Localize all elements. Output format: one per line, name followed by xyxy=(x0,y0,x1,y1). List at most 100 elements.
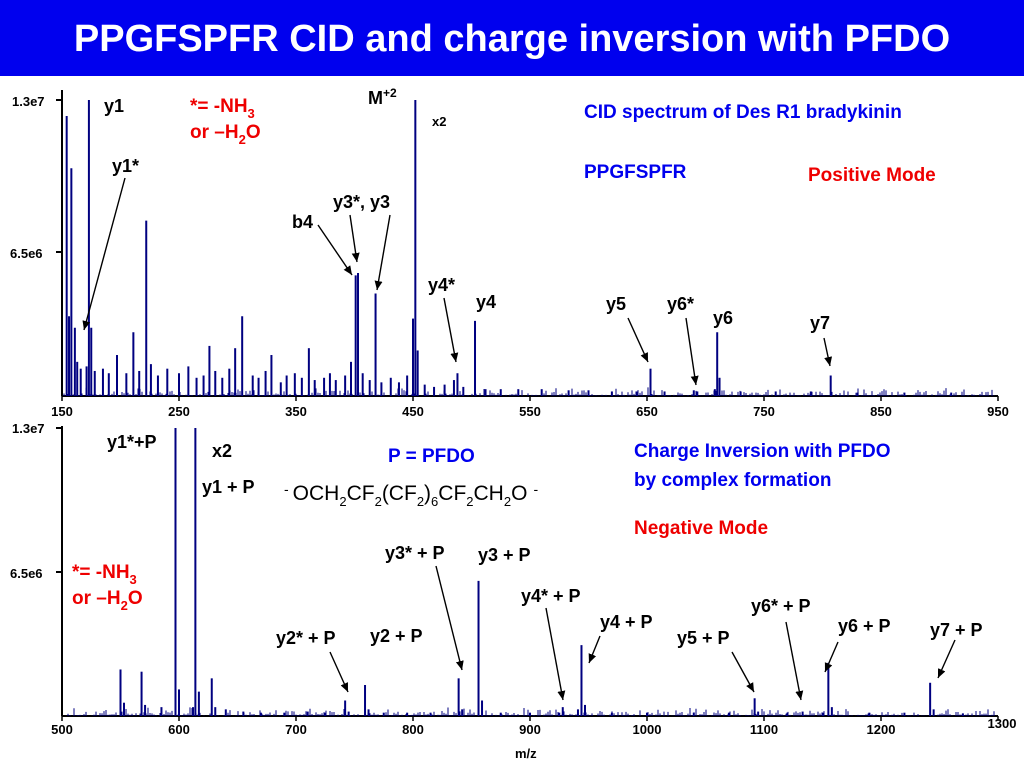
y2starP-arrow xyxy=(329,651,349,693)
peak-label-y3starP: y3* + P xyxy=(385,543,445,563)
y-tick-label: 1.3e7 xyxy=(12,94,45,109)
y-tick-label: 6.5e6 xyxy=(10,246,43,261)
x-tick-label: 1100 xyxy=(750,722,778,737)
peptide-sequence: PPGFSPFR xyxy=(584,162,687,183)
spectra-figure: 1.3e7 6.5e6 150 250 350 450 550 650 750 850 950 … xyxy=(10,86,1016,761)
inversion-header-line1: Charge Inversion with PFDO xyxy=(634,441,891,462)
scale-factor-label: x2 xyxy=(432,114,446,129)
x-tick-label: 500 xyxy=(51,722,73,737)
formula-part: CF xyxy=(347,482,375,505)
y3starP-arrow xyxy=(435,565,464,671)
formula-subscript: 2 xyxy=(339,494,346,509)
precursor-charge: +2 xyxy=(383,86,397,100)
y6P-arrow xyxy=(824,641,839,673)
peak-label-y3pair: y3*, y3 xyxy=(333,192,390,212)
loss-key-text: or –H xyxy=(72,588,121,609)
loss-key-line1: *= -NH3 xyxy=(190,96,255,121)
x-tick-label: 850 xyxy=(870,404,892,419)
formula-subscript: 2 xyxy=(504,494,511,509)
peak-label-y1: y1 xyxy=(104,96,124,116)
y6star-arrow xyxy=(685,317,699,386)
formula-part: O xyxy=(511,482,527,505)
formula-part: CF xyxy=(438,482,466,505)
precursor-label-m: M xyxy=(368,88,383,108)
peak-label-y6: y6 xyxy=(713,308,733,328)
x-tick-group: 150 250 350 450 550 650 750 850 950 xyxy=(51,396,1009,419)
mode-label: Negative Mode xyxy=(634,518,768,539)
loss-key-subscript: 3 xyxy=(130,572,137,587)
loss-key-line1: *= -NH3 xyxy=(72,562,137,587)
peak-label-y6P: y6 + P xyxy=(838,616,891,636)
inversion-header-line2: by complex formation xyxy=(634,470,831,491)
peak-label-y3P: y3 + P xyxy=(478,545,531,565)
x-tick-label: 150 xyxy=(51,404,73,419)
formula-charge-right: - xyxy=(533,481,538,497)
peak-series xyxy=(63,428,995,716)
x-tick-label: 600 xyxy=(168,722,190,737)
y6starP-arrow xyxy=(785,621,804,701)
pfdo-definition: P = PFDO xyxy=(388,446,475,467)
formula-subscript: 2 xyxy=(466,494,473,509)
x-tick-label: 450 xyxy=(402,404,424,419)
loss-key-subscript: 3 xyxy=(248,106,255,121)
y-tick-label: 6.5e6 xyxy=(10,566,43,581)
y7-arrow xyxy=(823,337,833,367)
y1star-arrow xyxy=(82,177,126,331)
cid-spectrum-chart: 1.3e7 6.5e6 150 250 350 450 550 650 750 850 950 … xyxy=(10,86,1009,419)
y5-arrow xyxy=(627,317,649,363)
loss-key-text: *= -NH xyxy=(72,562,130,583)
loss-key-text: or –H xyxy=(190,122,239,143)
baseline-noise xyxy=(63,387,995,396)
y-tick-label: 1.3e7 xyxy=(12,421,45,436)
x-tick-group: 500 600 700 800 900 1000 1100 1200 1300 xyxy=(51,716,1016,737)
slide-title: PPGFSPFR CID and charge inversion with P… xyxy=(0,0,1024,76)
peak-label-y4star: y4* xyxy=(428,275,455,295)
y4star-arrow xyxy=(443,297,459,363)
charge-inversion-chart: 1.3e7 6.5e6 500 600 700 800 900 1000 1100 1200 1… xyxy=(10,421,1016,761)
scale-factor-label: x2 xyxy=(212,441,232,461)
y4P-arrow xyxy=(588,635,601,664)
loss-key-subscript: 2 xyxy=(121,598,128,613)
formula-part: ) xyxy=(424,482,431,505)
peak-series xyxy=(63,100,995,396)
formula-part: CH xyxy=(474,482,504,505)
peak-label-y7: y7 xyxy=(810,313,830,333)
x-tick-label: 1300 xyxy=(988,716,1017,731)
peak-label-y4starP: y4* + P xyxy=(521,586,581,606)
peak-label-y5P: y5 + P xyxy=(677,628,730,648)
x-tick-label: 550 xyxy=(519,404,541,419)
x-tick-label: 700 xyxy=(285,722,307,737)
y5P-arrow xyxy=(731,651,755,693)
x-tick-label: 650 xyxy=(636,404,658,419)
formula-charge-left: - xyxy=(284,481,289,497)
peak-label-y1starP: y1*+P xyxy=(107,432,157,452)
mode-label: Positive Mode xyxy=(808,165,936,186)
peak-label-y1star: y1* xyxy=(112,156,139,176)
x-tick-label: 750 xyxy=(753,404,775,419)
x-tick-label: 800 xyxy=(402,722,424,737)
formula-part: OCH xyxy=(293,482,340,505)
peak-label-y4P: y4 + P xyxy=(600,612,653,632)
formula-subscript: 2 xyxy=(417,494,424,509)
b4-arrow xyxy=(317,224,353,276)
x-tick-label: 1200 xyxy=(867,722,896,737)
formula-subscript: 6 xyxy=(431,494,438,509)
x-tick-label: 900 xyxy=(519,722,541,737)
cid-header: CID spectrum of Des R1 bradykinin xyxy=(584,102,902,123)
formula-subscript: 2 xyxy=(375,494,382,509)
peak-label-y1P: y1 + P xyxy=(202,477,255,497)
x-axis-title: m/z xyxy=(515,746,537,761)
loss-key-line2: or –H2O xyxy=(72,588,143,613)
peak-label-y6starP: y6* + P xyxy=(751,596,811,616)
y7P-arrow xyxy=(937,639,956,679)
formula-part: (CF xyxy=(382,482,417,505)
y3-arrow xyxy=(374,214,391,291)
peak-label-b4: b4 xyxy=(292,212,313,232)
x-tick-label: 950 xyxy=(987,404,1009,419)
y3star-arrow xyxy=(349,214,360,263)
x-tick-label: 250 xyxy=(168,404,190,419)
loss-key-line2: or –H2O xyxy=(190,122,261,147)
y4starP-arrow xyxy=(545,607,566,701)
peak-label-y7P: y7 + P xyxy=(930,620,983,640)
precursor-label: M+2 xyxy=(368,86,397,108)
